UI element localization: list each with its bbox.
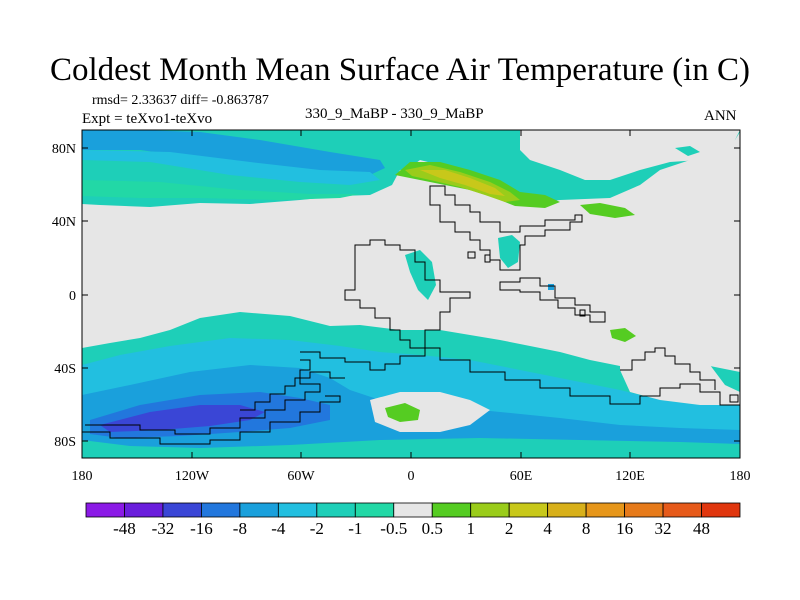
colorbar-label: -4 [271, 519, 286, 538]
colorbar [85, 502, 741, 518]
colorbar-label: -48 [113, 519, 136, 538]
comparison-label: 330_9_MaBP - 330_9_MaBP [305, 106, 484, 122]
colorbar-label: 4 [543, 519, 552, 538]
axis-ticks [81, 130, 741, 458]
lon-tick-label: 180 [72, 469, 93, 484]
colorbar-swatch [585, 502, 625, 518]
colorbar-label: 32 [655, 519, 672, 538]
latitude-labels: 80N 40N 0 40S 80S [52, 142, 76, 450]
lat-tick-label: 40S [54, 362, 76, 377]
colorbar-label: 1 [466, 519, 475, 538]
colorbar-swatch [508, 502, 549, 518]
colorbar-label: 2 [505, 519, 514, 538]
lon-tick-label: 0 [408, 469, 415, 484]
colorbar-swatch [354, 502, 395, 518]
colorbar-label: -16 [190, 519, 213, 538]
colorbar-label: 8 [582, 519, 591, 538]
temperature-field [82, 130, 740, 458]
lon-tick-label: 60E [510, 469, 533, 484]
colorbar-swatch [547, 502, 587, 518]
colorbar-swatch [85, 502, 125, 518]
lon-tick-label: 120W [175, 469, 210, 484]
colorbar-label: -8 [233, 519, 247, 538]
colorbar-swatch [662, 502, 702, 518]
lat-tick-label: 40N [52, 215, 76, 230]
colorbar-label: -1 [348, 519, 362, 538]
colorbar-label: 0.5 [422, 519, 443, 538]
colorbar-swatch [470, 502, 510, 518]
lat-tick-label: 0 [69, 289, 76, 304]
map-title: Coldest Month Mean Surface Air Temperatu… [50, 52, 750, 88]
season-label: ANN [704, 108, 737, 124]
experiment-label: Expt = teXvo1-teXvo [82, 111, 213, 127]
lon-tick-label: 120E [615, 469, 645, 484]
lat-tick-label: 80S [54, 435, 76, 450]
colorbar-swatch [624, 502, 664, 518]
coastlines [82, 185, 740, 445]
colorbar-swatch [124, 502, 164, 518]
lat-tick-label: 80N [52, 142, 76, 157]
lon-tick-label: 60W [287, 469, 315, 484]
colorbar-swatch [431, 502, 472, 518]
colorbar-swatch [239, 502, 279, 518]
colorbar-swatch [316, 502, 356, 518]
colorbar-swatch [162, 502, 202, 518]
colorbar-swatch [201, 502, 241, 518]
longitude-labels: 180 120W 60W 0 60E 120E 180 [72, 469, 751, 484]
stats-text: rmsd= 2.33637 diff= -0.863787 [92, 93, 269, 108]
colorbar-label: 48 [693, 519, 710, 538]
colorbar-swatch [277, 502, 318, 518]
lon-tick-label: 180 [730, 469, 751, 484]
colorbar-labels: -48 -32 -16 -8 -4 -2 -1 -0.5 0.5 1 2 4 8 16 32 48 [113, 519, 710, 538]
colorbar-label: 16 [616, 519, 633, 538]
colorbar-label: -32 [152, 519, 175, 538]
colorbar-swatch [393, 502, 433, 518]
colorbar-label: -0.5 [380, 519, 407, 538]
colorbar-swatch [701, 502, 741, 518]
colorbar-label: -2 [310, 519, 324, 538]
